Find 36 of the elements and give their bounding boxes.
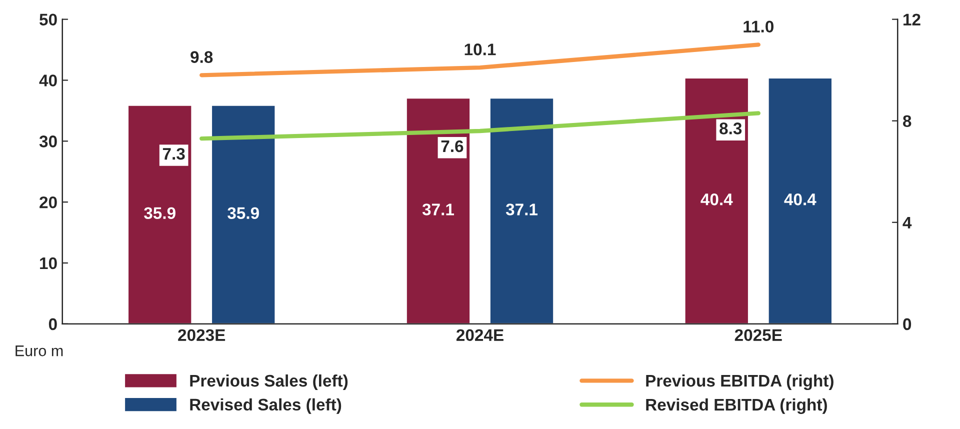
y2-tick-label: 12: [904, 14, 920, 26]
legend-label: Previous EBITDA (right): [646, 374, 834, 390]
data-label: 9.8: [190, 51, 213, 63]
data-label: 10.1: [464, 44, 496, 56]
bar: [406, 97, 471, 324]
y-tick-label: 20: [40, 196, 57, 208]
x-tick-label: 2024E: [456, 329, 504, 341]
data-label: 40.4: [784, 194, 816, 206]
bar: [489, 97, 554, 324]
legend-label: Revised Sales (left): [190, 398, 342, 414]
y-tick-label: 10: [40, 257, 57, 270]
bar: [684, 77, 750, 324]
data-label: 7.3: [162, 148, 185, 160]
data-label: 8.3: [720, 122, 742, 134]
x-tick-label: 2025E: [734, 329, 782, 341]
data-label: 37.1: [422, 204, 454, 216]
data-label: 37.1: [506, 204, 538, 216]
y2-tick-label: 4: [902, 216, 912, 228]
bar: [767, 77, 833, 324]
y2-tick-label: 8: [902, 115, 912, 128]
data-label: 40.4: [700, 194, 733, 206]
legend-label: Revised EBITDA (right): [646, 398, 827, 414]
bar: [127, 104, 193, 324]
y2-tick-label: 0: [903, 318, 912, 330]
y-tick-label: 0: [48, 318, 57, 330]
data-label: 35.9: [144, 207, 176, 220]
y-tick-label: 30: [39, 136, 57, 148]
text: Euro m: [16, 346, 63, 356]
y-tick-label: 50: [40, 14, 57, 26]
legend-label: Previous Sales (left): [190, 374, 348, 390]
x-tick-label: 2023E: [178, 329, 226, 342]
data-label: 11.0: [744, 20, 774, 32]
bar: [210, 104, 276, 324]
data-label: 7.6: [441, 140, 464, 152]
data-label: 35.9: [228, 207, 259, 220]
y-tick-label: 40: [39, 74, 57, 86]
